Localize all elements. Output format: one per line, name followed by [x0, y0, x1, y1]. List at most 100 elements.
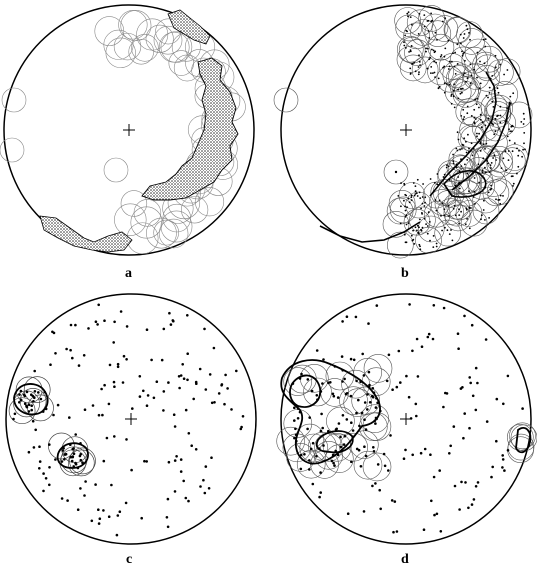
- data-point: [484, 148, 486, 150]
- data-point: [482, 171, 484, 173]
- data-point: [423, 528, 426, 531]
- data-point: [312, 483, 315, 486]
- data-point: [507, 449, 510, 452]
- data-point: [417, 225, 419, 227]
- data-point: [406, 31, 408, 33]
- data-point: [444, 174, 446, 176]
- data-point: [512, 175, 514, 177]
- data-point: [468, 376, 471, 379]
- data-point: [308, 416, 311, 419]
- data-point: [338, 422, 341, 425]
- data-point: [476, 133, 478, 135]
- data-point: [117, 514, 120, 517]
- data-point: [355, 316, 358, 319]
- data-point: [466, 173, 468, 175]
- data-point: [476, 103, 478, 105]
- data-point: [500, 106, 502, 108]
- data-point: [68, 416, 71, 419]
- data-point: [332, 462, 335, 465]
- data-point: [397, 195, 399, 197]
- data-point: [419, 248, 421, 250]
- data-point: [466, 218, 468, 220]
- data-point: [491, 162, 493, 164]
- data-point: [472, 155, 474, 157]
- data-point: [460, 165, 462, 167]
- data-point: [466, 152, 468, 154]
- data-point: [474, 177, 476, 179]
- data-point: [113, 381, 116, 384]
- data-point: [319, 471, 322, 474]
- data-point: [316, 394, 319, 397]
- data-point: [210, 456, 213, 459]
- data-point: [406, 214, 408, 216]
- data-point: [491, 101, 493, 103]
- data-point: [406, 206, 408, 208]
- data-point: [28, 404, 31, 407]
- data-point: [517, 155, 519, 157]
- data-point: [489, 87, 491, 89]
- data-point: [342, 414, 345, 417]
- data-point: [463, 118, 465, 120]
- data-point: [523, 113, 525, 115]
- data-point: [412, 230, 414, 232]
- data-point: [119, 510, 122, 513]
- data-point: [490, 185, 492, 187]
- data-point: [412, 240, 414, 242]
- data-point: [71, 357, 74, 360]
- data-point: [427, 48, 429, 50]
- data-point: [418, 71, 420, 73]
- data-point: [436, 243, 438, 245]
- data-point: [473, 121, 475, 123]
- counting-circle: [326, 362, 354, 390]
- data-point: [297, 417, 300, 420]
- panel-b: b: [274, 5, 532, 281]
- data-point: [439, 200, 441, 202]
- data-point: [383, 453, 386, 456]
- data-point: [341, 380, 344, 383]
- data-point: [188, 432, 191, 435]
- data-point: [453, 425, 456, 428]
- data-point: [444, 227, 446, 229]
- data-point: [308, 459, 311, 462]
- data-point: [97, 508, 100, 511]
- data-point: [180, 458, 183, 461]
- data-point: [454, 52, 456, 54]
- data-point: [322, 358, 325, 361]
- data-point: [405, 47, 407, 49]
- data-point: [346, 418, 349, 421]
- data-point: [361, 412, 364, 415]
- data-point: [223, 403, 226, 406]
- data-point: [495, 55, 497, 57]
- data-point: [521, 407, 524, 410]
- data-point: [468, 32, 470, 34]
- data-point: [209, 373, 212, 376]
- data-point: [479, 87, 481, 89]
- data-point: [172, 319, 175, 322]
- data-point: [103, 384, 106, 387]
- data-point: [464, 72, 466, 74]
- data-point: [459, 149, 461, 151]
- data-point: [420, 208, 422, 210]
- data-point: [419, 219, 421, 221]
- data-point: [499, 122, 501, 124]
- data-point: [34, 429, 37, 432]
- data-point: [471, 142, 473, 144]
- data-point: [413, 182, 415, 184]
- data-point: [208, 487, 211, 490]
- data-point: [417, 195, 419, 197]
- data-point: [433, 476, 436, 479]
- data-point: [396, 386, 399, 389]
- data-point: [310, 448, 313, 451]
- data-point: [433, 514, 436, 517]
- data-point: [452, 154, 454, 156]
- data-point: [420, 229, 422, 231]
- data-point: [448, 452, 451, 455]
- data-point: [441, 54, 443, 56]
- data-point: [293, 407, 296, 410]
- data-point: [174, 459, 177, 462]
- data-point: [95, 320, 98, 323]
- data-point: [48, 443, 51, 446]
- counting-circle: [169, 51, 194, 76]
- data-point: [417, 179, 419, 181]
